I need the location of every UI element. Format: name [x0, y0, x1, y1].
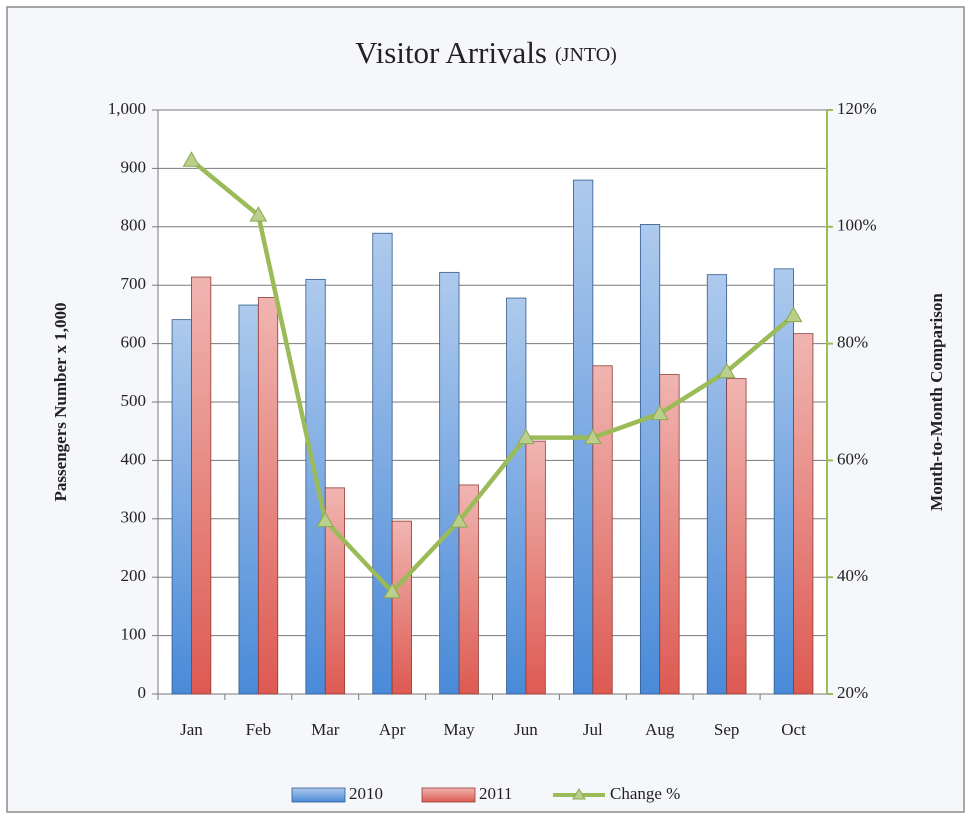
line-marker	[316, 511, 335, 528]
x-tick-label: Mar	[311, 720, 340, 739]
y-tick-label: 1,000	[108, 99, 146, 118]
legend-label: Change %	[610, 784, 680, 803]
line-marker	[249, 206, 268, 222]
line-marker	[450, 512, 468, 528]
bar	[525, 440, 546, 695]
legend-label: 2010	[349, 784, 383, 803]
bar	[324, 487, 346, 695]
y-tick-label: 300	[121, 508, 147, 527]
legend-swatch	[291, 787, 346, 803]
x-tick-label: Jan	[180, 720, 203, 739]
title: Visitor Arrivals	[355, 35, 547, 70]
bar	[458, 484, 479, 695]
bar	[191, 276, 212, 695]
y2-tick-label: 20%	[837, 683, 868, 702]
bar	[439, 271, 460, 695]
bar	[726, 378, 747, 695]
bar	[592, 365, 613, 695]
x-tick-label: Sep	[714, 720, 740, 739]
line-marker	[383, 582, 402, 599]
bar	[171, 319, 192, 695]
x-tick-label: Apr	[379, 720, 406, 739]
x-tick-label: May	[443, 720, 475, 739]
line-marker	[784, 306, 803, 323]
bar	[773, 268, 794, 695]
subtitle: (JNTO)	[555, 44, 617, 66]
line-marker	[182, 151, 201, 167]
y2-tick-label: 120%	[837, 99, 877, 118]
bar	[659, 374, 680, 695]
y-tick-label: 400	[121, 449, 147, 468]
x-tick-label: Jul	[583, 720, 603, 739]
x-tick-label: Feb	[246, 720, 272, 739]
bar	[793, 333, 814, 695]
bar	[257, 297, 279, 695]
y-tick-label: 0	[138, 683, 147, 702]
y-tick-label: 700	[121, 274, 147, 293]
legend-swatch	[421, 787, 476, 803]
y-tick-label: 900	[121, 157, 147, 176]
bar	[506, 297, 527, 695]
line-marker	[583, 428, 602, 445]
y2-tick-label: 60%	[837, 449, 868, 468]
x-tick-label: Aug	[645, 720, 675, 739]
bar	[372, 232, 393, 695]
legend-marker	[572, 788, 586, 800]
line-marker	[650, 404, 669, 421]
bar	[639, 224, 661, 695]
x-tick-label: Jun	[514, 720, 538, 739]
line-marker	[517, 428, 535, 445]
bar	[706, 274, 728, 695]
line-marker	[717, 362, 736, 379]
y-tick-label: 100	[121, 625, 147, 644]
y-axis-label: Passengers Number x 1,000	[51, 303, 70, 502]
y2-tick-label: 80%	[837, 333, 868, 352]
y-tick-label: 500	[121, 391, 147, 410]
legend-label: 2011	[479, 784, 512, 803]
bar	[238, 304, 259, 695]
chart-title: Visitor Arrivals (JNTO)	[355, 35, 617, 70]
y-tick-label: 600	[121, 333, 147, 352]
y-tick-label: 800	[121, 216, 147, 235]
y2-tick-label: 40%	[837, 566, 868, 585]
y-tick-label: 200	[121, 566, 147, 585]
bar	[391, 520, 412, 695]
y2-tick-label: 100%	[837, 216, 877, 235]
y2-axis-label: Month-to-Month Comparison	[927, 293, 946, 511]
line	[190, 158, 795, 595]
x-tick-label: Oct	[781, 720, 806, 739]
